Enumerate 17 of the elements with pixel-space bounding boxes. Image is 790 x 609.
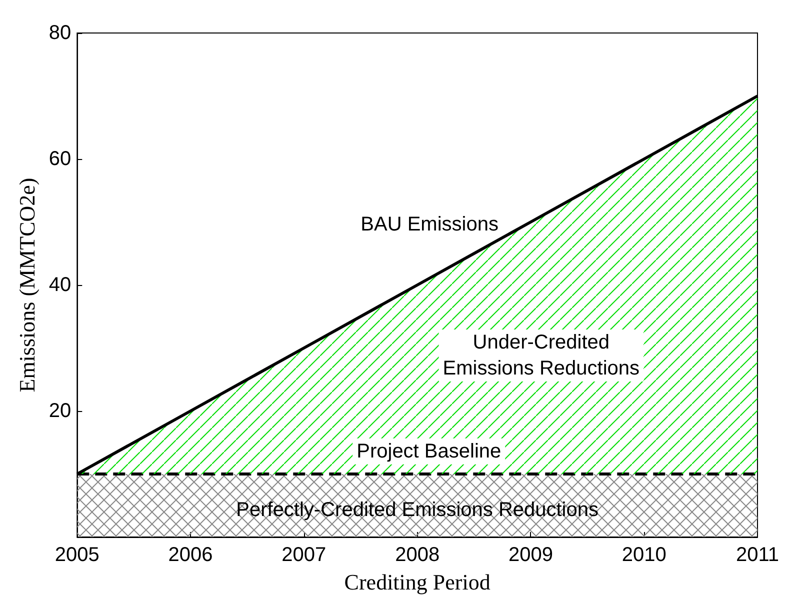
annotation: Perfectly-Credited Emissions Reductions bbox=[236, 498, 599, 521]
x-tick-label: 2005 bbox=[54, 544, 100, 566]
x-tick-label: 2010 bbox=[622, 544, 666, 566]
x-tick-label: 2008 bbox=[395, 544, 440, 566]
annotation: Under-Credited Emissions Reductions bbox=[442, 332, 640, 380]
annotation: Project Baseline bbox=[356, 440, 502, 462]
x-axis-title: Crediting Period bbox=[344, 570, 490, 594]
y-tick-label: 40 bbox=[48, 274, 72, 296]
annotation: BAU Emissions bbox=[360, 214, 498, 236]
y-tick-label: 60 bbox=[48, 148, 72, 170]
x-tick-label: 2007 bbox=[282, 544, 326, 566]
x-tick-label: 2006 bbox=[168, 544, 213, 566]
x-tick-label: 2011 bbox=[736, 544, 780, 566]
x-tick-label: 2009 bbox=[508, 544, 553, 566]
y-axis-title: Emissions (MMTCO2e) bbox=[14, 178, 40, 392]
y-tick-label: 20 bbox=[48, 400, 72, 422]
y-tick-label: 80 bbox=[48, 22, 72, 44]
